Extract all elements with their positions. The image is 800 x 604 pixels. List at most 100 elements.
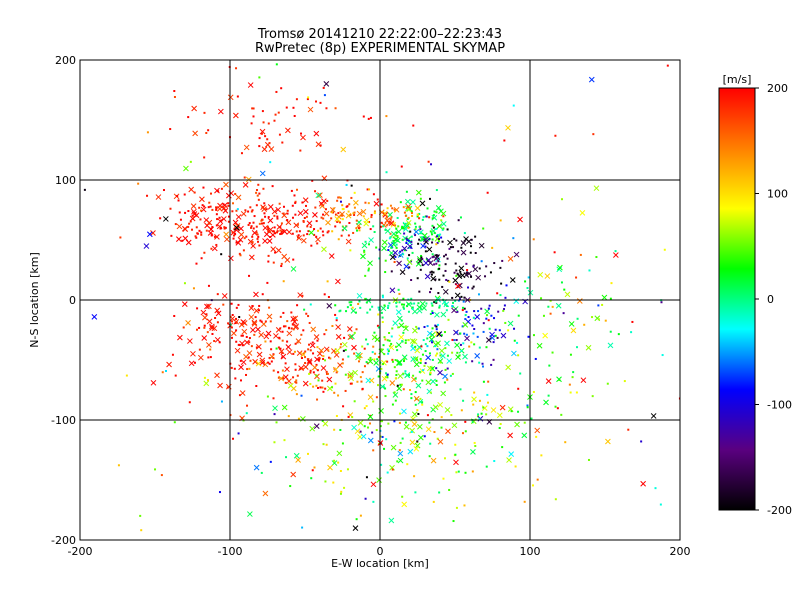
data-point-dot (347, 355, 350, 358)
data-point-dot (398, 412, 401, 415)
data-point-dot (431, 224, 434, 227)
data-point-dot (154, 468, 157, 471)
data-point-dot (317, 229, 320, 232)
data-point-dot (408, 266, 411, 269)
data-point-cross (513, 251, 520, 258)
data-point-cross (267, 226, 274, 233)
data-point-dot (482, 380, 485, 383)
data-point-cross (404, 198, 411, 205)
data-point-dot (250, 226, 253, 229)
data-point-dot (444, 368, 447, 371)
data-point-cross (228, 190, 235, 197)
data-point-dot (457, 219, 460, 222)
data-point-dot (188, 401, 191, 404)
data-point-dot (384, 228, 387, 231)
data-point-dot (255, 346, 258, 349)
data-point-cross (276, 224, 283, 230)
data-point-dot (438, 491, 441, 494)
data-point-dot (379, 225, 382, 228)
data-point-dot (207, 356, 210, 359)
data-point-dot (273, 214, 276, 217)
data-point-dot (266, 138, 269, 141)
data-point-cross (506, 457, 512, 463)
data-point-dot (438, 278, 441, 281)
data-point-dot (251, 305, 254, 308)
data-point-dot (258, 145, 261, 148)
data-point-dot (341, 208, 344, 211)
data-point-cross (306, 220, 313, 227)
data-point-cross (505, 364, 512, 371)
data-point-dot (230, 302, 233, 305)
data-point-dot (502, 309, 505, 312)
data-point-dot (430, 163, 433, 166)
data-point-dot (315, 100, 318, 103)
data-point-dot (281, 141, 284, 144)
data-point-dot (429, 373, 432, 376)
data-point-dot (472, 285, 475, 288)
x-tick-label: -100 (218, 545, 243, 558)
data-point-cross (265, 330, 272, 337)
data-point-dot (560, 281, 563, 284)
data-point-dot (437, 292, 440, 295)
data-point-dot (426, 207, 429, 210)
data-point-dot (465, 310, 468, 313)
data-point-dot (336, 199, 339, 202)
data-point-dot (268, 142, 271, 145)
data-point-dot (386, 207, 389, 210)
data-point-cross (442, 373, 448, 380)
data-point-cross (394, 237, 401, 244)
data-point-cross (481, 405, 488, 411)
data-point-dot (661, 354, 664, 357)
data-point-dot (411, 344, 414, 347)
data-point-cross (395, 309, 402, 315)
data-point-cross (409, 338, 416, 344)
data-point-dot (569, 391, 572, 394)
data-point-dot (326, 372, 329, 375)
data-point-dot (456, 351, 459, 354)
data-point-dot (279, 327, 282, 330)
data-point-dot (436, 352, 439, 355)
data-point-dot (292, 352, 295, 355)
data-point-dot (207, 206, 210, 209)
data-point-dot (514, 465, 517, 468)
data-point-cross (423, 236, 429, 243)
data-point-cross (544, 273, 551, 279)
data-point-cross (419, 200, 426, 207)
data-point-dot (426, 337, 429, 340)
data-point-cross (507, 432, 513, 439)
data-point-cross (227, 94, 234, 101)
data-point-dot (181, 239, 184, 242)
data-point-dot (339, 309, 342, 312)
data-point-dot (295, 393, 298, 396)
data-point-cross (281, 404, 288, 411)
data-point-dot (434, 278, 437, 281)
data-point-cross (198, 354, 204, 361)
data-point-dot (433, 301, 436, 304)
data-point-dot (421, 353, 424, 356)
data-point-dot (394, 359, 397, 362)
data-point-dot (354, 311, 357, 314)
data-point-dot (410, 279, 413, 282)
data-point-dot (261, 218, 264, 221)
data-point-dot (482, 330, 485, 333)
data-point-dot (338, 221, 341, 224)
data-point-cross (228, 255, 234, 262)
data-point-cross (415, 189, 422, 196)
data-point-cross (507, 320, 514, 327)
data-point-dot (170, 234, 173, 237)
data-point-dot (402, 227, 405, 230)
data-point-dot (295, 98, 298, 101)
data-point-cross (407, 448, 414, 455)
data-point-cross (193, 212, 200, 219)
data-point-cross (251, 230, 258, 236)
data-point-cross (579, 210, 586, 216)
data-point-dot (422, 216, 425, 219)
data-point-dot (235, 209, 238, 212)
data-point-dot (309, 382, 312, 385)
data-point-dot (342, 405, 345, 408)
data-point-dot (377, 313, 380, 316)
data-point-dot (321, 419, 324, 422)
data-point-cross (250, 243, 256, 249)
data-point-cross (308, 229, 315, 236)
data-point-cross (398, 322, 405, 329)
